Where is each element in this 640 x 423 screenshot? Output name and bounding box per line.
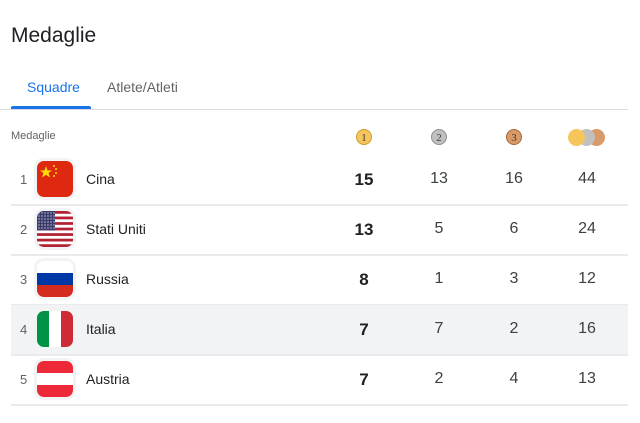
total-count: 44 [578, 170, 596, 187]
total-count: 16 [578, 320, 596, 337]
table-row[interactable]: 1 Cina 15 13 16 44 [11, 155, 628, 206]
silver-count: 2 [434, 370, 444, 387]
total-count: 24 [578, 220, 596, 237]
country-name: Italia [86, 321, 116, 337]
silver-medal-icon: 2 [431, 129, 447, 145]
bronze-count: 4 [509, 370, 519, 387]
italy-flag-icon [37, 311, 73, 347]
table-row[interactable]: 5 Austria 7 2 4 13 [11, 355, 628, 406]
bronze-count: 16 [505, 170, 523, 187]
gold-count: 7 [359, 370, 369, 389]
rank: 1 [20, 172, 28, 187]
tab-squadre[interactable]: Squadre [27, 79, 80, 95]
silver-count: 7 [434, 320, 444, 337]
country-name: Stati Uniti [86, 221, 146, 237]
table-row[interactable]: 3 Russia 8 1 3 12 [11, 255, 628, 306]
bronze-count: 2 [509, 320, 519, 337]
gold-count: 8 [359, 270, 369, 289]
table-row[interactable]: 4 Italia 7 7 2 16 [11, 305, 628, 356]
silver-count: 5 [434, 220, 444, 237]
country-name: Cina [86, 171, 115, 187]
gold-count: 15 [354, 170, 374, 189]
silver-count: 1 [434, 270, 444, 287]
gold-count: 7 [359, 320, 369, 339]
rank: 2 [20, 222, 28, 237]
bronze-medal-icon: 3 [506, 129, 522, 145]
table-row[interactable]: 2 Stati Uniti 13 5 6 24 [11, 205, 628, 256]
usa-flag-icon [37, 211, 73, 247]
country-name: Russia [86, 271, 129, 287]
active-tab-indicator [11, 106, 91, 109]
total-count: 13 [578, 370, 596, 387]
country-name: Austria [86, 371, 130, 387]
bronze-count: 6 [509, 220, 519, 237]
silver-count: 13 [430, 170, 448, 187]
china-flag-icon [37, 161, 73, 197]
tabs-divider [0, 109, 628, 110]
total-medals-icon [568, 129, 608, 146]
gold-count: 13 [354, 220, 374, 239]
page-title: Medaglie [11, 24, 97, 47]
rank: 5 [20, 372, 28, 387]
tab-atlete[interactable]: Atlete/Atleti [107, 79, 178, 95]
total-count: 12 [578, 270, 596, 287]
bronze-count: 3 [509, 270, 519, 287]
austria-flag-icon [37, 361, 73, 397]
rank: 3 [20, 272, 28, 287]
rank: 4 [20, 322, 28, 337]
gold-medal-icon: 1 [356, 129, 372, 145]
russia-flag-icon [37, 261, 73, 297]
column-header-medaglie: Medaglie [11, 130, 56, 142]
